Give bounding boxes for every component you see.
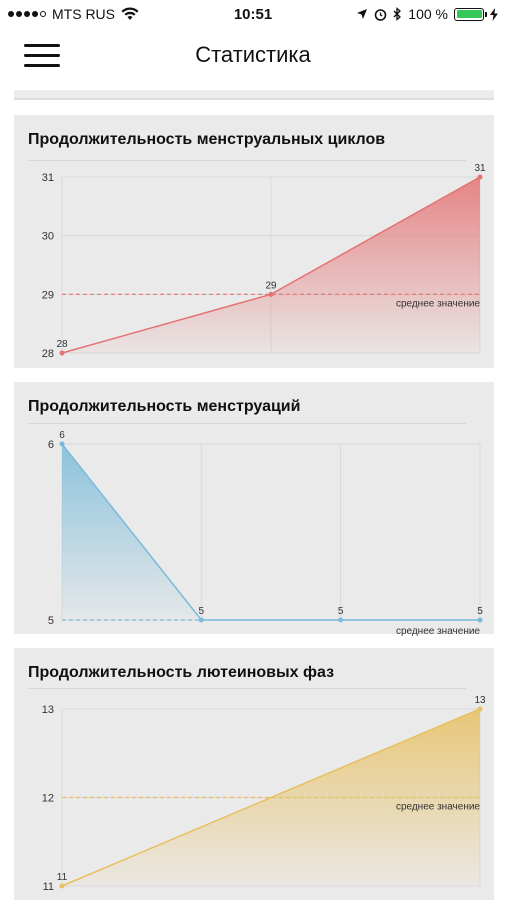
y-tick-label: 31 bbox=[42, 172, 54, 184]
alarm-icon bbox=[374, 8, 387, 21]
y-tick-label: 5 bbox=[48, 615, 54, 627]
data-point bbox=[477, 174, 483, 180]
data-label: 13 bbox=[474, 695, 486, 706]
data-point bbox=[268, 291, 274, 297]
y-tick-label: 12 bbox=[42, 793, 54, 805]
divider bbox=[28, 688, 466, 689]
data-point bbox=[477, 617, 483, 623]
status-left: MTS RUS bbox=[8, 6, 139, 22]
battery-level bbox=[456, 10, 482, 18]
data-point bbox=[59, 350, 65, 356]
chart-card-luteal: Продолжительность лютеиновых фаз среднее… bbox=[14, 648, 494, 900]
chart-cycles: среднее значение 28 29 30 31 28 29 31 bbox=[42, 163, 486, 360]
average-label: среднее значение bbox=[396, 802, 480, 813]
series-area bbox=[62, 444, 480, 620]
series-line bbox=[61, 708, 481, 887]
data-label: 5 bbox=[199, 606, 205, 617]
bluetooth-icon bbox=[393, 7, 402, 21]
chart-title: Продолжительность лютеиновых фаз bbox=[28, 664, 335, 681]
data-point bbox=[59, 883, 65, 889]
data-point bbox=[338, 617, 344, 623]
data-label: 6 bbox=[59, 430, 65, 441]
menu-button[interactable] bbox=[24, 42, 60, 70]
battery-icon bbox=[454, 7, 487, 21]
data-label: 5 bbox=[338, 606, 344, 617]
y-tick-label: 30 bbox=[42, 231, 54, 243]
chart-card-cycles: Продолжительность менструальных циклов с… bbox=[14, 115, 494, 368]
y-tick-label: 28 bbox=[42, 348, 54, 360]
chart-luteal: среднее значение 11 12 13 11 13 bbox=[42, 695, 486, 893]
status-right: 100 % bbox=[356, 6, 498, 22]
chart-title: Продолжительность менструальных циклов bbox=[28, 131, 386, 148]
charging-icon bbox=[490, 7, 498, 21]
page-title: Статистика bbox=[195, 42, 311, 67]
series-line bbox=[61, 443, 480, 621]
data-point bbox=[477, 706, 483, 712]
divider bbox=[28, 423, 466, 424]
series-area bbox=[62, 177, 480, 353]
data-label: 31 bbox=[474, 163, 486, 174]
data-label: 11 bbox=[57, 872, 68, 883]
y-tick-label: 6 bbox=[48, 439, 54, 451]
y-tick-label: 11 bbox=[43, 881, 54, 893]
wifi-icon bbox=[121, 7, 139, 20]
chart-card-periods: Продолжительность менструаций среднее зн… bbox=[14, 382, 494, 637]
battery-percent: 100 % bbox=[408, 6, 448, 22]
clock: 10:51 bbox=[233, 6, 273, 23]
status-bar: MTS RUS 10:51 100 % bbox=[0, 0, 506, 30]
divider bbox=[28, 160, 466, 161]
y-tick-label: 29 bbox=[42, 289, 54, 301]
chart-periods: среднее значение 5 66 5 5 5 bbox=[48, 430, 483, 637]
average-label: среднее значение bbox=[396, 298, 480, 309]
previous-card-edge bbox=[14, 90, 494, 100]
carrier-label: MTS RUS bbox=[52, 6, 115, 22]
data-point bbox=[59, 441, 65, 447]
signal-icon bbox=[8, 11, 46, 17]
data-label: 5 bbox=[477, 606, 483, 617]
data-label: 28 bbox=[56, 339, 68, 350]
data-point bbox=[198, 617, 204, 623]
location-arrow-icon bbox=[357, 9, 368, 19]
chart-title: Продолжительность менструаций bbox=[28, 398, 301, 415]
hamburger-icon bbox=[24, 44, 60, 47]
y-tick-label: 13 bbox=[42, 704, 54, 716]
average-label: среднее значение bbox=[396, 626, 480, 637]
navigation-bar: Статистика bbox=[0, 30, 506, 90]
data-label: 29 bbox=[265, 280, 277, 291]
